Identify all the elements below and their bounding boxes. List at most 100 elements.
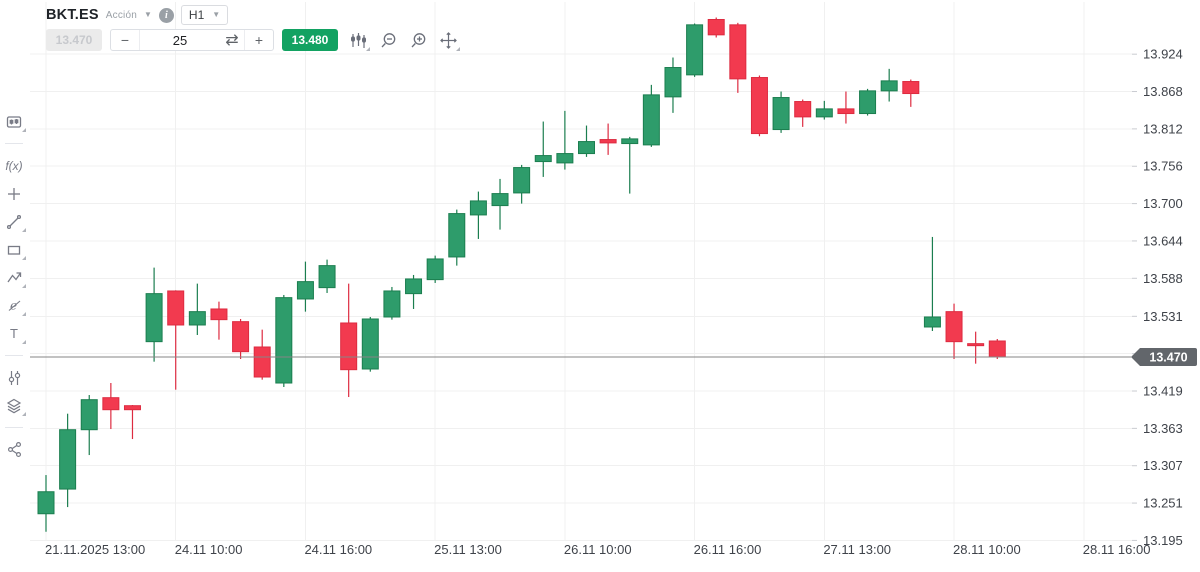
price-tick-label: 13.531 xyxy=(1143,309,1183,324)
price-tick-label: 13.812 xyxy=(1143,121,1183,136)
symbol-header: BKT.ES Acción ▼ i H1 ▼ xyxy=(46,5,229,25)
candle xyxy=(923,236,941,331)
candle xyxy=(945,303,963,360)
candle xyxy=(37,475,55,532)
candle xyxy=(988,338,1006,360)
divider xyxy=(5,143,23,144)
chevron-corner-icon xyxy=(22,256,26,260)
rectangle-glyph xyxy=(7,245,21,255)
zigzag-glyph xyxy=(6,271,21,282)
candle xyxy=(275,294,293,388)
candle xyxy=(837,91,855,124)
time-tick-label: 28.11 10:00 xyxy=(953,542,1021,557)
chart-type-glyph xyxy=(6,115,22,128)
chevron-down-icon[interactable]: ▼ xyxy=(143,10,152,19)
candle xyxy=(426,255,444,283)
candles-layer xyxy=(37,17,1006,532)
candle xyxy=(534,121,552,177)
chart-type-icon[interactable] xyxy=(4,112,26,132)
increase-quantity-button[interactable]: + xyxy=(244,30,273,50)
indicators-fx-icon[interactable]: f(x) xyxy=(4,156,24,175)
candle xyxy=(318,259,336,293)
add-icon[interactable] xyxy=(4,184,24,203)
gridlines xyxy=(30,2,1132,541)
text-tool-icon[interactable]: T xyxy=(4,324,26,344)
zigzag-pattern-icon[interactable] xyxy=(4,268,26,288)
time-axis[interactable]: 21.11.2025 13:00 24.11 10:00 24.11 16:00 25… xyxy=(45,542,1150,557)
fx-glyph: f(x) xyxy=(5,158,23,173)
candle xyxy=(405,274,423,309)
sell-price-button[interactable]: 13.470 xyxy=(46,29,102,51)
symbol-name[interactable]: BKT.ES xyxy=(46,7,99,23)
candle xyxy=(232,318,250,360)
price-tick-label: 13.363 xyxy=(1143,421,1183,436)
share-glyph xyxy=(7,442,21,458)
pan-crosshair-icon[interactable] xyxy=(438,30,460,51)
info-icon[interactable]: i xyxy=(158,7,174,23)
compare-bars-icon[interactable] xyxy=(4,368,24,387)
candle xyxy=(448,209,466,266)
quantity-input[interactable] xyxy=(140,30,220,50)
rectangle-tool-icon[interactable] xyxy=(4,240,26,260)
layers-icon[interactable] xyxy=(4,396,26,416)
chevron-corner-icon xyxy=(22,128,26,132)
candle xyxy=(102,383,120,430)
pan-glyph xyxy=(439,31,457,49)
candle xyxy=(880,68,898,102)
eraser-glyph: ℯ xyxy=(8,299,20,313)
share-icon[interactable] xyxy=(4,440,24,459)
candle xyxy=(210,301,228,340)
divider xyxy=(5,427,23,428)
price-tick-label: 13.588 xyxy=(1143,271,1183,286)
swap-icon[interactable]: ⇄ xyxy=(225,32,239,49)
price-axis[interactable]: 13.924 13.868 13.812 13.756 13.700 13.644 13.5… xyxy=(1132,47,1183,548)
time-tick-label: 27.11 13:00 xyxy=(823,542,891,557)
candle xyxy=(599,123,617,155)
zoom-in-icon[interactable] xyxy=(408,30,428,50)
compare-glyph xyxy=(8,370,20,385)
chevron-corner-icon xyxy=(22,340,26,344)
candle xyxy=(361,316,379,372)
chart-style-icon[interactable] xyxy=(348,30,370,51)
time-tick-label: 25.11 13:00 xyxy=(434,542,502,557)
trend-line-glyph xyxy=(6,214,22,229)
decrease-quantity-button[interactable]: − xyxy=(111,30,140,50)
current-price-tag: 13.470 xyxy=(1131,348,1197,366)
text-tool-glyph: T xyxy=(10,326,18,341)
price-tick-label: 13.700 xyxy=(1143,196,1183,211)
candle xyxy=(729,22,747,93)
eraser-icon[interactable]: ℯ xyxy=(4,296,26,316)
time-tick-label: 26.11 10:00 xyxy=(564,542,632,557)
chevron-corner-icon xyxy=(22,412,26,416)
price-tick-label: 13.251 xyxy=(1143,496,1183,511)
chevron-down-icon: ▼ xyxy=(212,10,221,19)
current-price-value: 13.470 xyxy=(1149,351,1187,365)
time-tick-label: 21.11.2025 13:00 xyxy=(45,542,145,557)
candle xyxy=(167,290,185,390)
candle xyxy=(80,395,98,456)
instrument-type-label: Acción xyxy=(105,9,137,21)
candle xyxy=(556,110,574,170)
zoom-out-icon[interactable] xyxy=(378,30,398,50)
time-tick-label: 24.11 16:00 xyxy=(304,542,372,557)
chevron-corner-icon xyxy=(456,47,460,51)
candle xyxy=(123,405,141,440)
timeframe-selector[interactable]: H1 ▼ xyxy=(180,5,229,25)
candle xyxy=(59,413,77,508)
zoom-in-glyph xyxy=(411,32,425,47)
candle xyxy=(664,57,682,113)
candle xyxy=(296,261,314,312)
trend-line-icon[interactable] xyxy=(4,212,26,232)
candle xyxy=(902,79,920,107)
buy-price-button[interactable]: 13.480 xyxy=(282,29,338,51)
candle xyxy=(967,331,985,364)
price-tick-label: 13.924 xyxy=(1143,47,1183,62)
price-tick-label: 13.419 xyxy=(1143,384,1183,399)
trade-toolbar: 13.470 − ⇄ + 13.480 xyxy=(46,29,460,51)
quantity-stepper: − ⇄ + xyxy=(110,29,274,51)
time-tick-label: 26.11 16:00 xyxy=(694,542,762,557)
candle xyxy=(686,23,704,77)
candle xyxy=(340,283,358,398)
